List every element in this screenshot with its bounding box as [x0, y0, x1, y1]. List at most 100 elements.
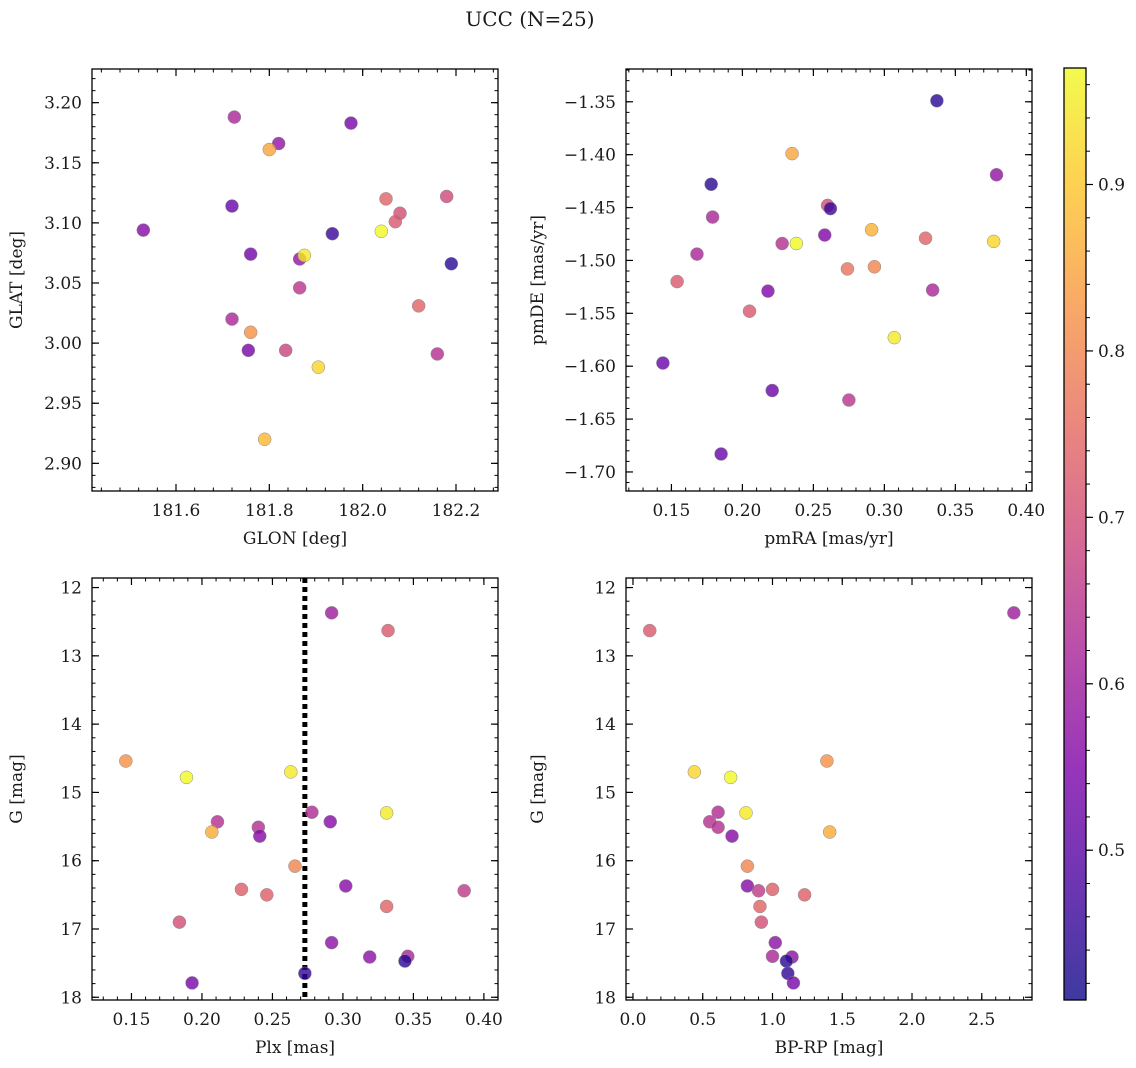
- data-point: [172, 915, 187, 929]
- data-point: [779, 954, 794, 968]
- x-tick-label: 0.0: [619, 1010, 646, 1030]
- data-point: [751, 883, 766, 898]
- data-point: [753, 899, 767, 914]
- data-point: [820, 754, 834, 768]
- data-point: [278, 343, 293, 358]
- y-tick-label: 18: [60, 988, 82, 1008]
- data-point: [711, 820, 725, 834]
- data-point: [210, 815, 225, 829]
- colorbar-frame: [1063, 67, 1087, 1001]
- data-point: [292, 281, 307, 295]
- y-tick-label: 13: [594, 647, 616, 667]
- x-tick-label: 0.35: [394, 1010, 432, 1030]
- data-point: [930, 93, 944, 108]
- y-tick-label: 3.05: [44, 274, 82, 294]
- data-point: [284, 765, 298, 779]
- y-tick-label: 16: [60, 852, 82, 872]
- x-tick-label: 0.30: [324, 1010, 362, 1030]
- y-tick-label: 2.90: [44, 454, 82, 474]
- data-point: [925, 283, 940, 297]
- data-point: [205, 825, 219, 839]
- data-point: [241, 343, 256, 358]
- x-tick-label: 0.25: [794, 501, 832, 521]
- y-tick-label: 2.95: [44, 394, 82, 414]
- data-point: [714, 447, 728, 461]
- data-point: [867, 260, 882, 274]
- y-tick-label: 3.20: [44, 94, 82, 114]
- data-point: [179, 770, 194, 785]
- data-point: [739, 806, 753, 820]
- data-point: [817, 228, 832, 242]
- data-point: [740, 859, 755, 873]
- data-point: [388, 214, 403, 229]
- x-tick-label: 0.40: [1007, 501, 1045, 521]
- data-point: [311, 360, 326, 374]
- x-tick-label: 1.0: [759, 1010, 786, 1030]
- data-point: [288, 859, 302, 873]
- data-point: [119, 754, 133, 768]
- colorbar-tick-label: 0.8: [1098, 342, 1125, 362]
- data-point: [227, 110, 242, 124]
- data-point: [786, 976, 801, 990]
- data-point: [430, 347, 445, 361]
- x-tick-label: 181.6: [152, 501, 201, 521]
- data-point: [297, 248, 312, 263]
- data-point: [725, 829, 739, 843]
- colorbar: 0.5 0.6 0.7 0.8 0.9: [1063, 67, 1125, 1001]
- data-point: [253, 829, 267, 843]
- data-point: [711, 805, 725, 819]
- x-tick-label: 1.5: [829, 1010, 856, 1030]
- data-point: [670, 274, 684, 289]
- data-point: [225, 199, 239, 213]
- data-point: [379, 806, 394, 820]
- data-point: [243, 325, 258, 340]
- x-tick-label: 2.0: [898, 1010, 925, 1030]
- y-tick-label: −1.40: [564, 146, 616, 166]
- y-tick-label: −1.45: [564, 199, 616, 219]
- y-tick-label: −1.50: [564, 251, 616, 271]
- data-point: [260, 888, 274, 902]
- y-tick-label: 14: [594, 715, 616, 735]
- data-point: [257, 432, 272, 447]
- data-point: [687, 765, 702, 779]
- data-point: [656, 356, 670, 370]
- data-point: [305, 805, 319, 819]
- data-point: [457, 883, 471, 898]
- y-tick-label: 15: [594, 783, 616, 803]
- y-axis-label: pmDE [mas/yr]: [528, 215, 548, 345]
- x-tick-label: 181.8: [245, 501, 294, 521]
- x-axis-label: BP-RP [mag]: [775, 1038, 884, 1058]
- data-point: [362, 950, 377, 964]
- y-tick-label: 3.00: [44, 334, 82, 354]
- data-point: [761, 284, 775, 298]
- x-tick-label: 0.25: [254, 1010, 292, 1030]
- y-tick-label: 3.15: [44, 154, 82, 174]
- data-point: [864, 223, 879, 237]
- colorbar-tick-label: 0.6: [1098, 675, 1125, 695]
- colorbar-tick-label: 0.9: [1098, 176, 1125, 196]
- panel-bprp-g: 0.0 0.5 1.0 1.5 2.0 2.5 12 13 14 15 16 17 18 BP-RP [m…: [528, 577, 1033, 1058]
- y-tick-label: 12: [594, 579, 616, 599]
- data-point: [765, 383, 779, 398]
- data-point: [887, 330, 902, 345]
- y-tick-label: −1.35: [564, 93, 616, 113]
- data-point: [185, 976, 199, 990]
- x-tick-label: 0.15: [652, 501, 690, 521]
- data-point: [775, 236, 789, 251]
- x-tick-label: 0.35: [936, 501, 974, 521]
- x-tick-label: 0.5: [689, 1010, 716, 1030]
- x-tick-label: 0.20: [723, 501, 761, 521]
- y-tick-label: −1.55: [564, 304, 616, 324]
- x-axis-label: GLON [deg]: [243, 529, 347, 549]
- y-axis-label: G [mag]: [7, 754, 27, 823]
- data-point: [298, 966, 312, 981]
- data-point: [1007, 606, 1021, 620]
- y-axis-label: G [mag]: [528, 754, 548, 823]
- axes-frame: [91, 577, 499, 1001]
- y-tick-label: 13: [60, 647, 82, 667]
- data-point: [243, 247, 258, 261]
- y-tick-label: 16: [594, 852, 616, 872]
- x-tick-label: 0.20: [183, 1010, 221, 1030]
- panel-plx-g: 0.15 0.20 0.25 0.30 0.35 0.40 12 13 14 15 16 17 18 Pl…: [7, 577, 503, 1058]
